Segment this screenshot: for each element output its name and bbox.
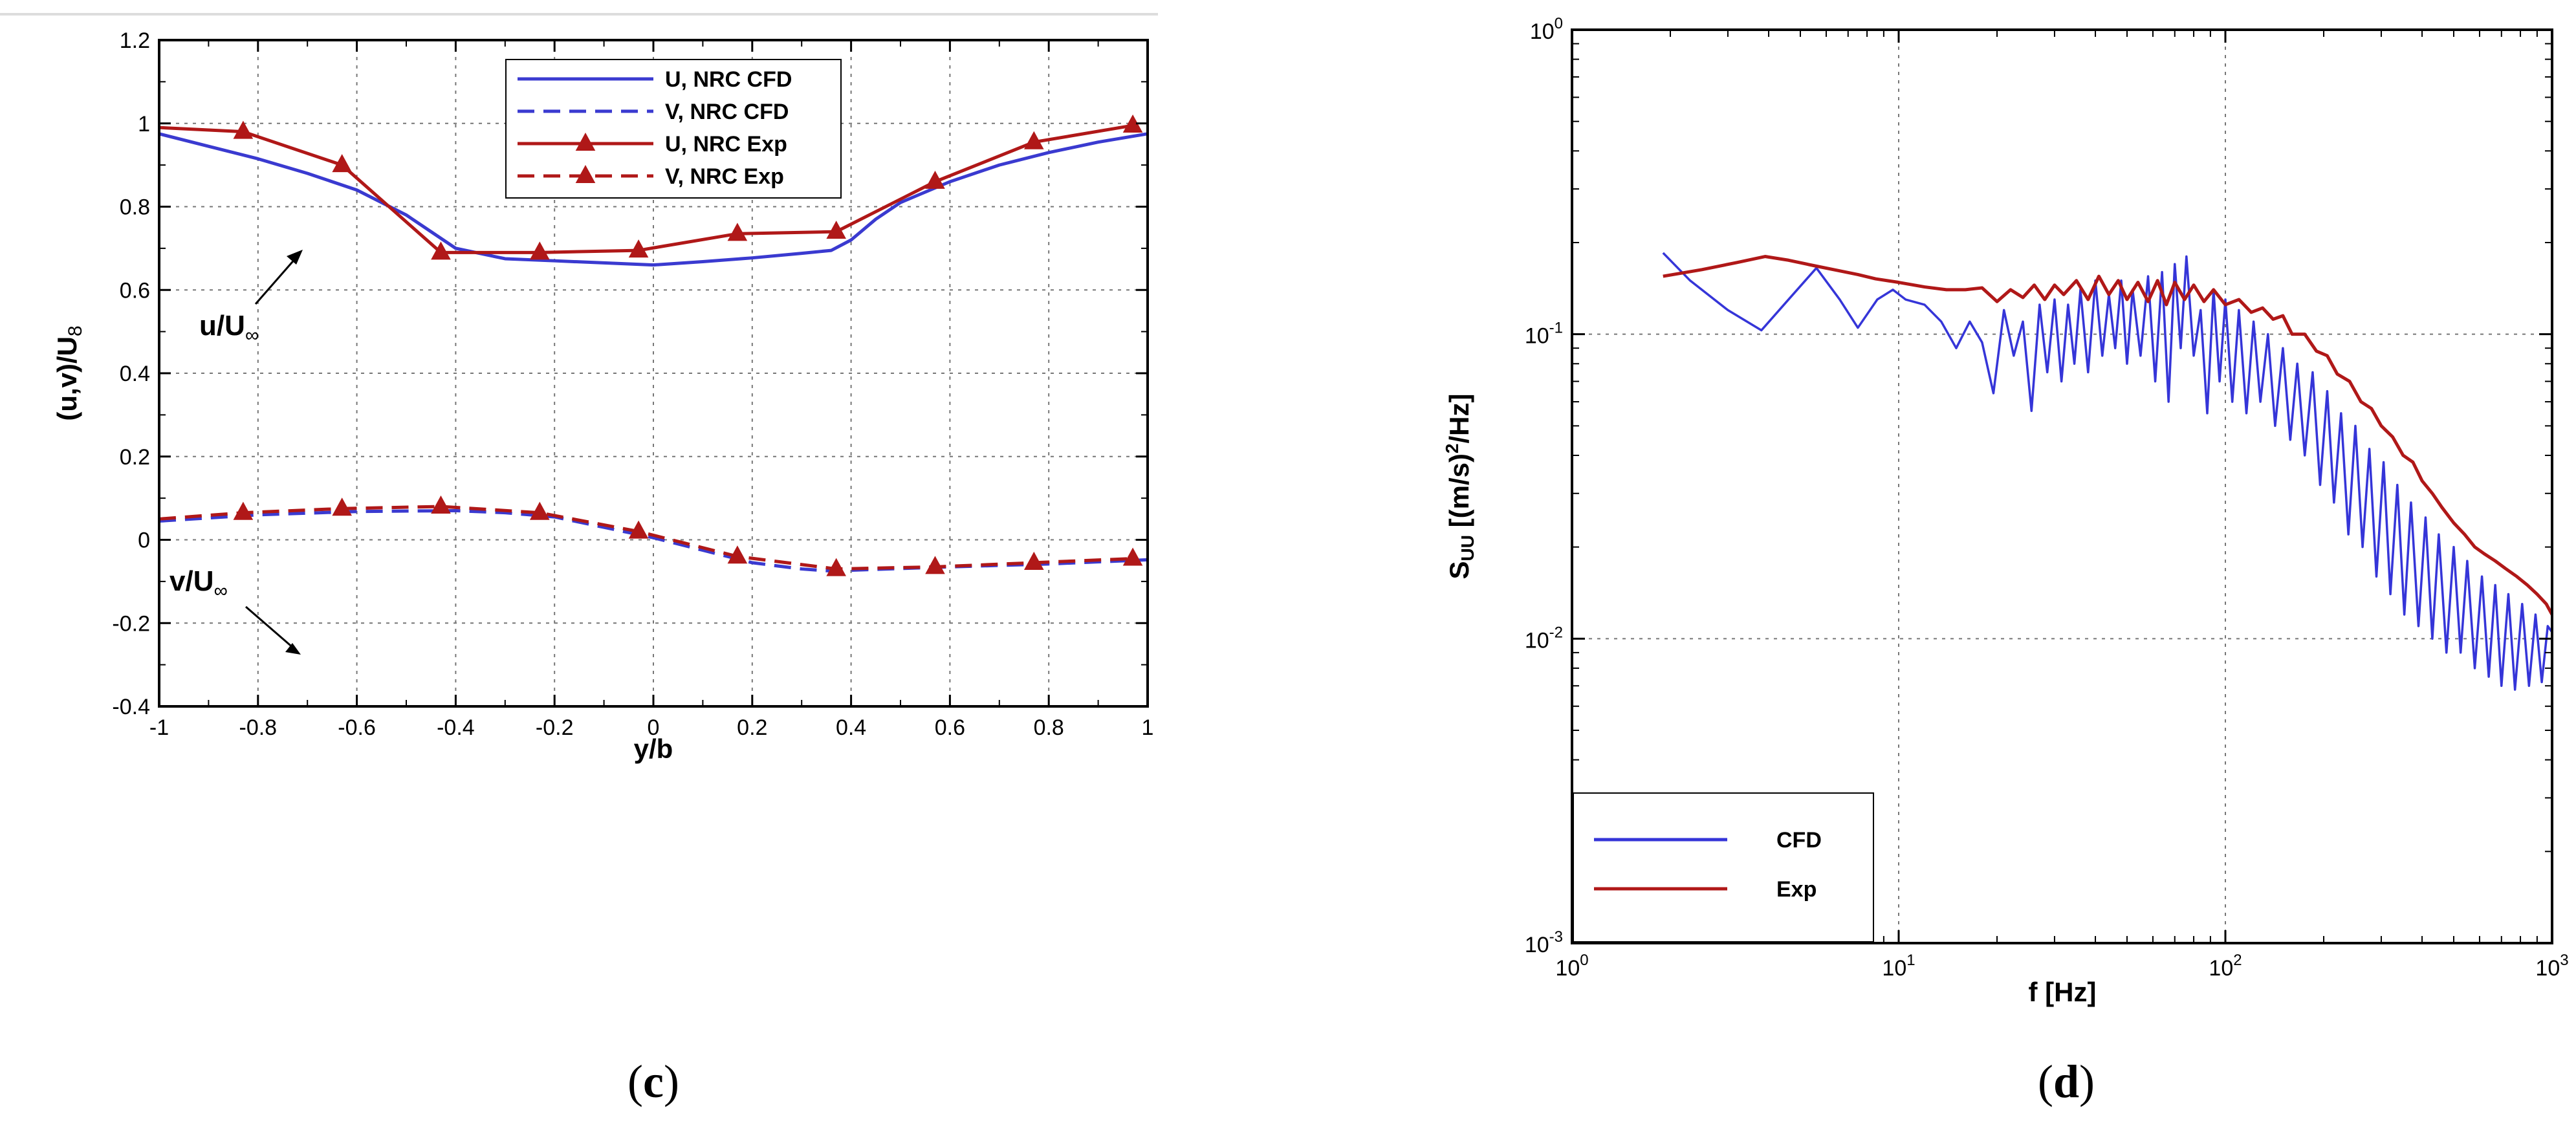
panel-c-ytick-label: 1 — [138, 112, 150, 136]
annotation-v-label: v/U∞ — [169, 565, 228, 602]
panel-d-ytick-label: 10-1 — [1525, 320, 1563, 349]
panel-c-xtick-label: 0 — [648, 715, 660, 740]
panel-c-ytick-label: 0 — [138, 528, 150, 553]
panel-c-ytick-label: 0.8 — [120, 195, 150, 220]
panel-c-xtick-label: 0.8 — [1034, 715, 1064, 740]
panel-c-legend-label: V, NRC CFD — [665, 100, 789, 124]
panel-c-xtick-label: -0.6 — [338, 715, 376, 740]
panel-c-legend-marker — [575, 133, 596, 151]
panel-d-legend: CFD Exp — [1573, 792, 1874, 942]
panel-c-legend-label: U, NRC CFD — [665, 67, 792, 92]
panel-c-ylabel-main: (u,v)/U — [52, 336, 82, 421]
annotation-u-label: u/U∞ — [199, 310, 259, 346]
annotation-v: v/U∞ — [169, 565, 301, 655]
panel-c-xtick-label: -0.8 — [239, 715, 278, 740]
panel-c-marker — [529, 501, 550, 520]
panel-c-marker — [925, 170, 945, 189]
panel-c-marker — [332, 154, 352, 173]
panel-d-series-cfd — [1662, 252, 2553, 691]
panel-d-xtick-label: 103 — [2535, 952, 2568, 981]
annotation-u-arrow — [254, 257, 298, 305]
panel-d-ticks — [1571, 28, 2553, 944]
panel-d-chart: 100 101 102 103 10-3 10-2 10-1 100 f [Hz] SUU [… — [1442, 15, 2569, 1007]
panel-c-marker — [529, 241, 550, 260]
panel-d-legend-label: Exp — [1776, 877, 1817, 902]
panel-c-ylabel: (u,v)/U8 — [52, 325, 86, 420]
panel-d-series-exp — [1663, 255, 2554, 616]
panel-c-ytick-label: 1.2 — [120, 28, 150, 53]
panel-c-marker — [332, 497, 352, 516]
annotation-v-arrowhead — [285, 643, 301, 655]
panel-c-xtick-label: 0.2 — [737, 715, 767, 740]
panel-c-marker — [233, 120, 254, 139]
panel-d-tick-labels: 100 101 102 103 10-3 10-2 10-1 100 — [1525, 15, 2569, 981]
panel-d-xtick-label: 101 — [1882, 952, 1915, 981]
panel-c-ytick-label: 0.2 — [120, 445, 150, 470]
panel-c-ylabel-sub: 8 — [65, 325, 86, 336]
panel-c-marker — [727, 223, 748, 241]
panel-c-xtick-label: 0.4 — [836, 715, 866, 740]
panel-c-marker — [826, 221, 846, 239]
panel-c-marker — [431, 241, 451, 260]
panel-d-xlabel: f [Hz] — [2029, 977, 2097, 1007]
panel-d-ytick-label: 10-3 — [1525, 928, 1563, 957]
panel-c-chart: -1 -0.8 -0.6 -0.4 -0.2 0 0.2 0.4 0.6 0.8 1 -0.4 -0.2… — [52, 28, 1153, 764]
panel-c-legend: U, NRC CFD V, NRC CFD U, NRC Exp V, NRC Exp — [505, 59, 842, 199]
annotation-u: u/U∞ — [199, 250, 303, 346]
panel-c-marker — [233, 501, 254, 520]
panel-d-frame — [1571, 28, 2553, 944]
panel-c-xlabel: y/b — [634, 734, 673, 764]
panel-c-xtick-label: -0.2 — [536, 715, 574, 740]
panel-c-legend-marker — [575, 165, 596, 184]
panel-c-marker — [628, 239, 649, 258]
panel-c-ticks — [158, 39, 1149, 708]
panel-c-series — [158, 114, 1148, 576]
panel-c-tick-labels: -1 -0.8 -0.6 -0.4 -0.2 0 0.2 0.4 0.6 0.8 1 -0.4 -0.2… — [112, 28, 1153, 740]
panel-c-xtick-label: -1 — [149, 715, 169, 740]
panel-c-marker — [826, 558, 846, 576]
panel-c-legend-box — [505, 59, 842, 199]
panel-c-marker — [1023, 551, 1044, 570]
panel-c-marker — [431, 495, 451, 514]
panel-d-grid — [1572, 30, 2552, 943]
annotation-v-arrow — [245, 605, 295, 650]
panel-d-xtick-label: 100 — [1555, 952, 1588, 981]
panel-c-marker — [628, 520, 649, 539]
panel-c-ytick-label: -0.4 — [112, 695, 150, 719]
panel-c-marker — [925, 556, 945, 574]
panel-c-xtick-label: 0.6 — [935, 715, 965, 740]
panel-d-ytick-label: 10-2 — [1525, 624, 1563, 653]
panel-c-xtick-label: -0.4 — [437, 715, 475, 740]
panel-c-legend-label: U, NRC Exp — [665, 132, 787, 157]
panel-d-xtick-label: 102 — [2209, 952, 2242, 981]
panel-d-ylabel: SUU [(m/s)2/Hz] — [1442, 393, 1478, 579]
panel-d-legend-label: CFD — [1776, 828, 1822, 853]
panel-c-ytick-label: 0.4 — [120, 362, 150, 386]
panel-d-series — [1662, 252, 2554, 691]
panel-c-xtick-label: 1 — [1142, 715, 1154, 740]
panel-c-caption: (c) — [628, 1056, 679, 1107]
panel-c-legend-label: V, NRC Exp — [665, 164, 784, 189]
panel-c-ytick-label: 0.6 — [120, 278, 150, 303]
panel-d-caption: (d) — [2038, 1056, 2095, 1107]
panel-c-series-u-nrc-cfd — [158, 132, 1148, 267]
panel-d-ytick-label: 100 — [1530, 15, 1563, 44]
panel-c-series-v-nrc-cfd — [158, 508, 1148, 573]
panel-c-marker — [1122, 114, 1143, 133]
panel-c-marker — [1122, 547, 1143, 566]
panel-d-legend-box — [1573, 792, 1874, 942]
panel-c-marker — [727, 545, 748, 564]
panel-c-ytick-label: -0.2 — [112, 611, 150, 636]
panel-c-marker — [1023, 131, 1044, 149]
annotation-u-arrowhead — [287, 250, 303, 265]
